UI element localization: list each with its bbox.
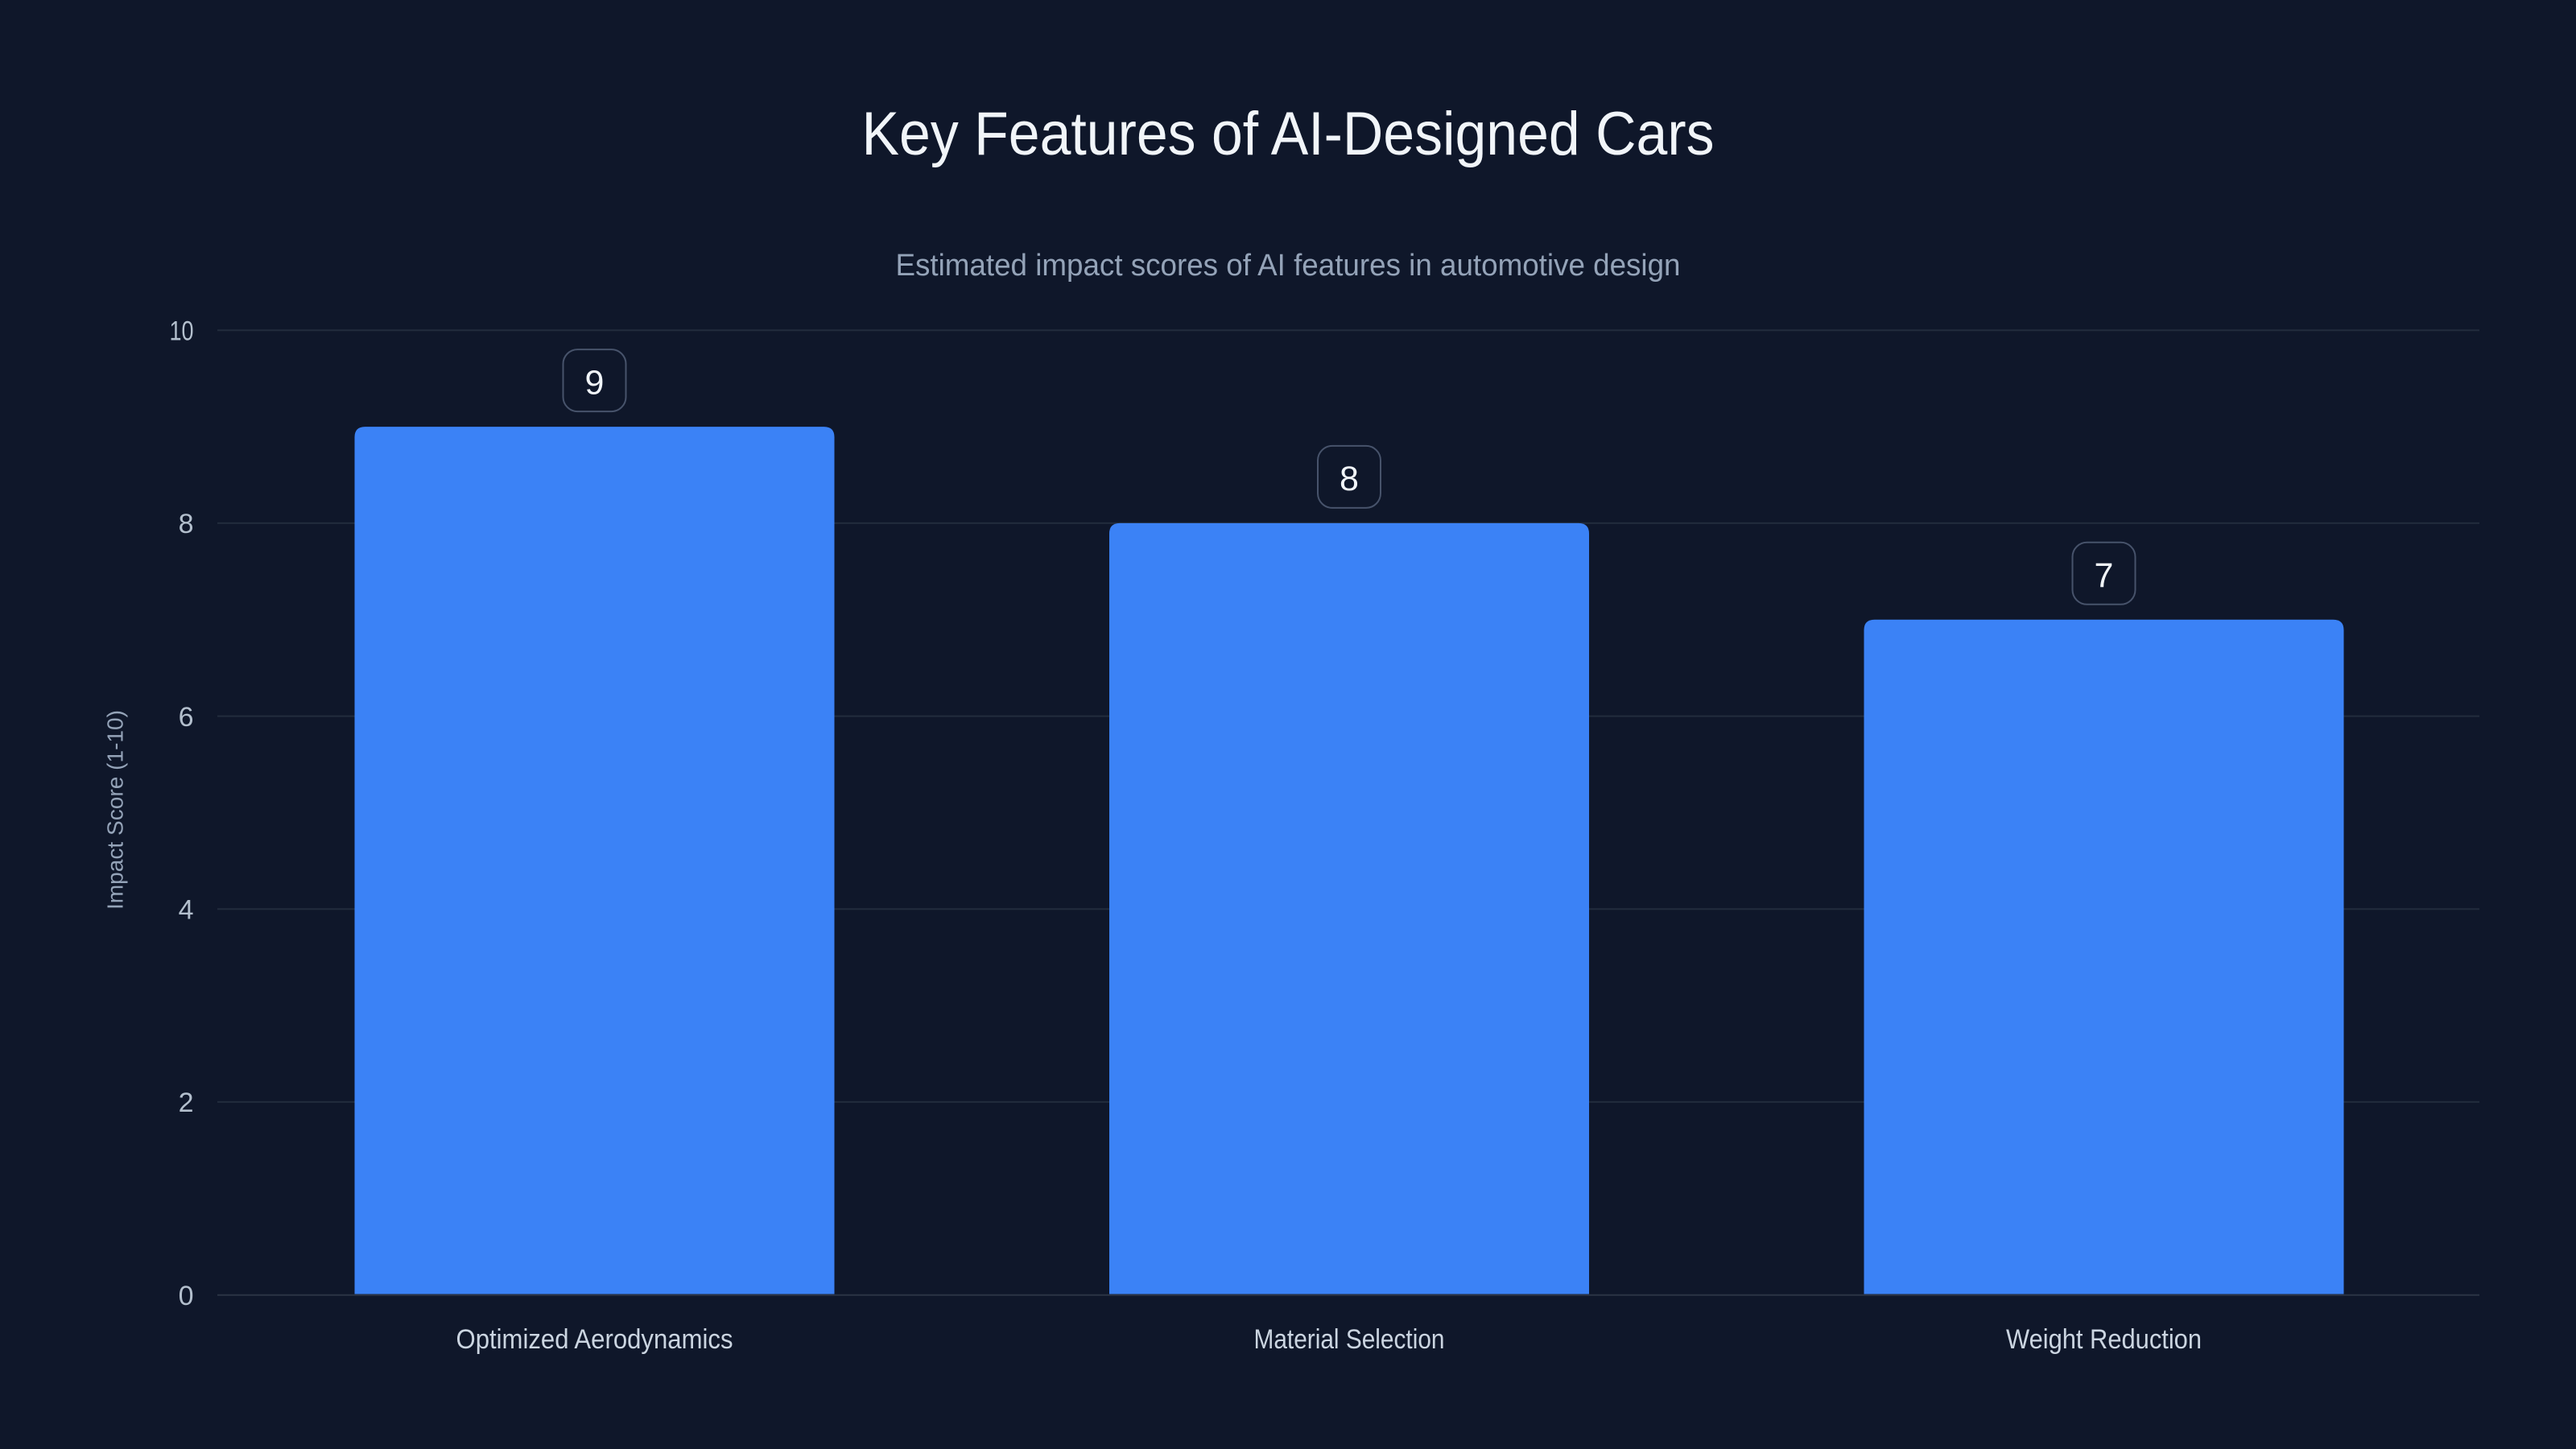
svg-text:10: 10 [170, 316, 194, 347]
svg-text:8: 8 [179, 509, 194, 539]
svg-text:2: 2 [179, 1088, 194, 1118]
svg-text:6: 6 [179, 702, 194, 733]
svg-text:Impact Score (1-10): Impact Score (1-10) [103, 710, 128, 910]
svg-text:9: 9 [585, 363, 605, 402]
svg-text:Key Features of AI-Designed Ca: Key Features of AI-Designed Cars [862, 100, 1715, 168]
svg-text:8: 8 [1340, 460, 1359, 498]
svg-text:7: 7 [2095, 556, 2114, 595]
svg-text:0: 0 [179, 1281, 194, 1311]
svg-text:4: 4 [179, 895, 194, 926]
svg-text:Optimized Aerodynamics: Optimized Aerodynamics [456, 1324, 733, 1355]
svg-text:Estimated impact scores of AI: Estimated impact scores of AI features i… [896, 249, 1681, 283]
svg-text:Weight Reduction: Weight Reduction [2006, 1324, 2202, 1355]
svg-text:Material Selection: Material Selection [1254, 1324, 1445, 1355]
